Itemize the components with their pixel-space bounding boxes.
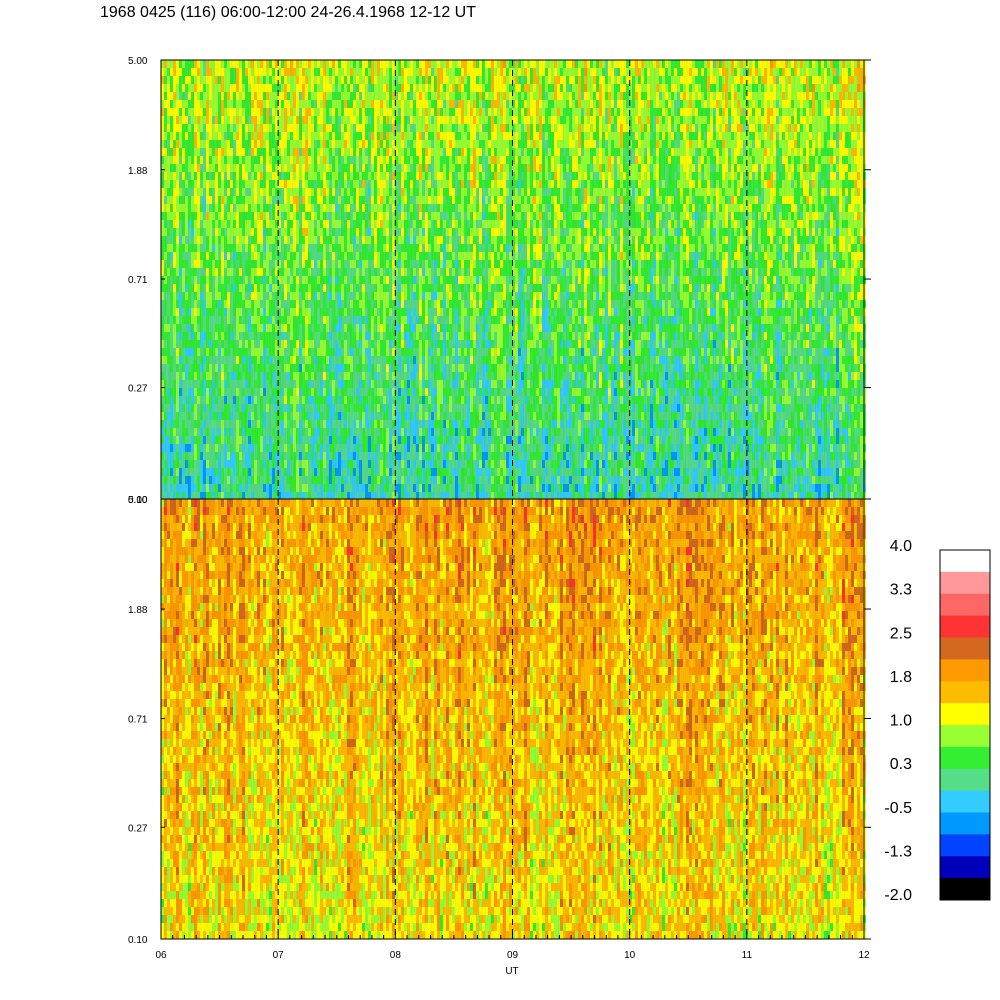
y-tick-label: 5.00 xyxy=(128,56,148,67)
colorbar-swatch xyxy=(940,659,990,682)
x-tick-label: 08 xyxy=(390,950,402,961)
colorbar-label: 2.5 xyxy=(890,625,912,642)
colorbar-swatch xyxy=(940,768,990,792)
colorbar-label: -0.5 xyxy=(884,800,912,817)
colorbar-swatch xyxy=(940,812,990,835)
colorbar-swatch xyxy=(940,550,990,573)
x-tick-label: 09 xyxy=(507,950,519,961)
chart-title: 1968 0425 (116) 06:00-12:00 24-26.4.1968… xyxy=(100,4,476,22)
colorbar-label: 0.3 xyxy=(890,756,912,773)
y-tick-label: 5.00 xyxy=(128,495,148,506)
colorbar-swatch xyxy=(940,725,990,748)
colorbar-label: 4.0 xyxy=(890,538,912,555)
x-axis-label: UT xyxy=(505,966,518,977)
x-tick-label: 10 xyxy=(624,950,636,961)
colorbar-swatch xyxy=(940,856,990,879)
colorbar-label: -2.0 xyxy=(884,887,912,904)
y-tick-label: 0.27 xyxy=(128,823,148,834)
spectrogram-panel-1: 5.00 1.88 0.71 0.27 0.10 xyxy=(128,56,871,506)
x-tick-label: 11 xyxy=(742,950,753,961)
colorbar-swatch xyxy=(940,834,990,857)
y-tick-label: 0.71 xyxy=(128,715,148,726)
colorbar-swatch xyxy=(940,681,990,704)
colorbar-swatch xyxy=(940,571,990,595)
colorbar-swatch xyxy=(940,790,990,813)
colorbar-swatch xyxy=(940,593,990,617)
colorbar-swatch xyxy=(940,746,990,770)
x-tick-label: 06 xyxy=(155,950,167,961)
colorbar-frame xyxy=(939,549,991,901)
y-tick-label: 0.10 xyxy=(128,935,148,946)
x-tick-label: 12 xyxy=(858,950,870,961)
colorbar-swatch xyxy=(940,637,990,660)
x-tick-label: 07 xyxy=(273,950,285,961)
y-tick-label: 1.88 xyxy=(128,166,148,177)
colorbar-label: 1.8 xyxy=(890,669,912,686)
y-tick-label: 1.88 xyxy=(128,605,148,616)
y-tick-label: 0.10 xyxy=(128,495,148,506)
spectrogram-panel-2: 5.00 1.88 0.71 0.27 0.10 xyxy=(128,495,871,946)
colorbar-swatch xyxy=(940,703,990,726)
colorbar-swatch xyxy=(940,878,990,901)
colorbar-swatch xyxy=(940,615,990,638)
colorbar-label: -1.3 xyxy=(884,843,912,860)
colorbar-label: 3.3 xyxy=(890,582,912,599)
colorbar-label: 1.0 xyxy=(890,713,912,730)
y-tick-label: 0.71 xyxy=(128,275,148,286)
y-tick-label: 0.27 xyxy=(128,384,148,395)
